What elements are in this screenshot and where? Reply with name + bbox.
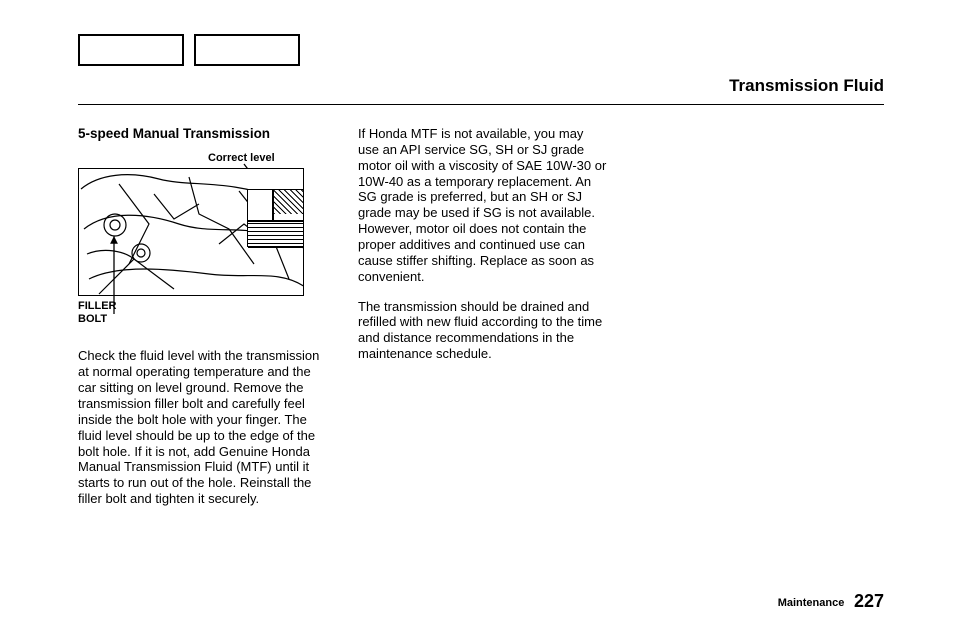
col2-paragraph-1: If Honda MTF is not available, you may u…	[358, 126, 607, 285]
page-container: Transmission Fluid 5-speed Manual Transm…	[0, 0, 954, 628]
column-1: 5-speed Manual Transmission Correct leve…	[78, 126, 330, 521]
column-3	[635, 126, 884, 521]
nav-box-2[interactable]	[194, 34, 300, 66]
col1-paragraph-1: Check the fluid level with the transmiss…	[78, 348, 330, 507]
nav-box-1[interactable]	[78, 34, 184, 66]
filler-bolt-label-line1: FILLER	[78, 300, 117, 312]
footer-page-number: 227	[854, 591, 884, 611]
page-title: Transmission Fluid	[729, 76, 884, 96]
diagram-frame	[78, 168, 304, 296]
title-rule	[78, 104, 884, 105]
top-nav-boxes	[78, 34, 300, 66]
transmission-diagram: Correct level	[78, 152, 330, 334]
column-2: If Honda MTF is not available, you may u…	[358, 126, 607, 521]
subheading-5speed: 5-speed Manual Transmission	[78, 126, 330, 142]
content-columns: 5-speed Manual Transmission Correct leve…	[78, 126, 884, 521]
level-inset	[247, 189, 304, 247]
filler-bolt-label: FILLER BOLT	[78, 300, 117, 324]
col2-paragraph-2: The transmission should be drained and r…	[358, 299, 607, 362]
page-footer: Maintenance 227	[778, 591, 884, 612]
correct-level-label: Correct level	[208, 152, 275, 165]
filler-bolt-label-line2: BOLT	[78, 313, 107, 325]
footer-section-label: Maintenance	[778, 597, 845, 609]
